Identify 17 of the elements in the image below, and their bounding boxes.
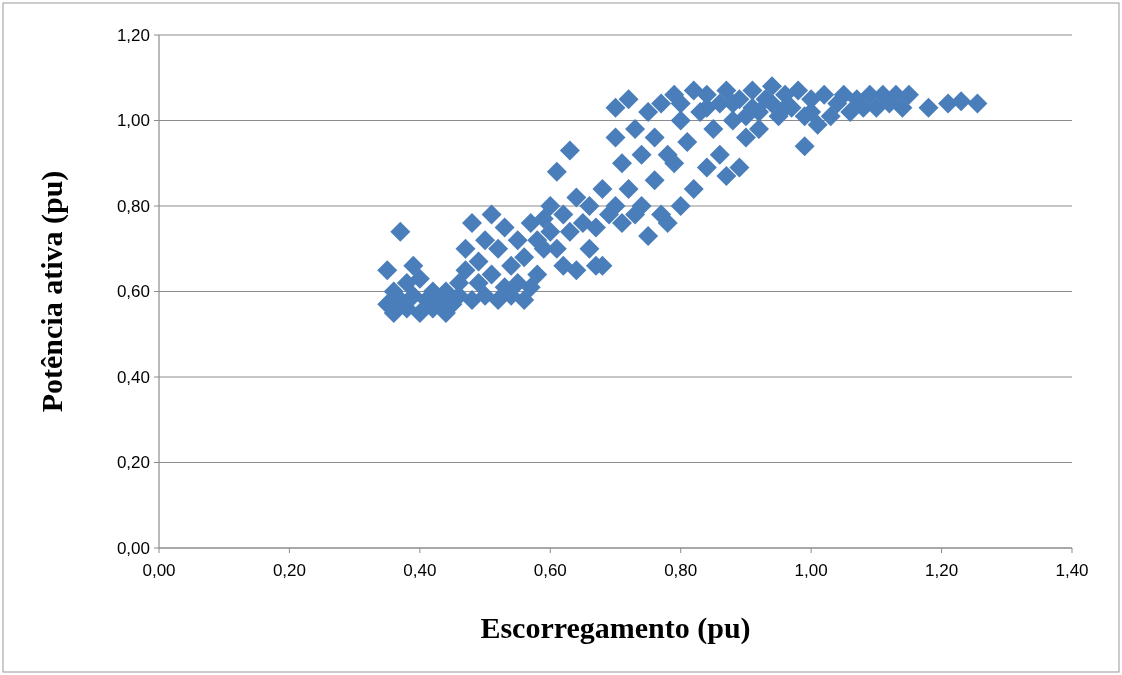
y-axis-title: Potência ativa (pu) — [35, 170, 69, 413]
x-tick-label: 1,20 — [925, 561, 959, 580]
x-tick-label: 0,40 — [403, 561, 437, 580]
y-tick-label: 0,00 — [116, 538, 150, 558]
x-tick-label: 0,20 — [272, 561, 306, 580]
x-axis-title: Escorregamento (pu) — [480, 611, 751, 645]
y-tick-label: 0,40 — [116, 367, 150, 387]
x-tick-label: 1,40 — [1055, 561, 1089, 580]
x-tick-label: 0,00 — [142, 561, 176, 580]
y-tick-label: 1,20 — [116, 25, 150, 45]
x-tick-label: 0,60 — [533, 561, 567, 580]
x-tick-label: 1,00 — [794, 561, 828, 580]
x-tick-label: 0,80 — [664, 561, 698, 580]
y-tick-label: 0,80 — [116, 196, 150, 216]
y-tick-label: 1,00 — [116, 111, 150, 131]
y-tick-label: 0,60 — [116, 282, 150, 302]
y-tick-label: 0,20 — [116, 453, 150, 473]
